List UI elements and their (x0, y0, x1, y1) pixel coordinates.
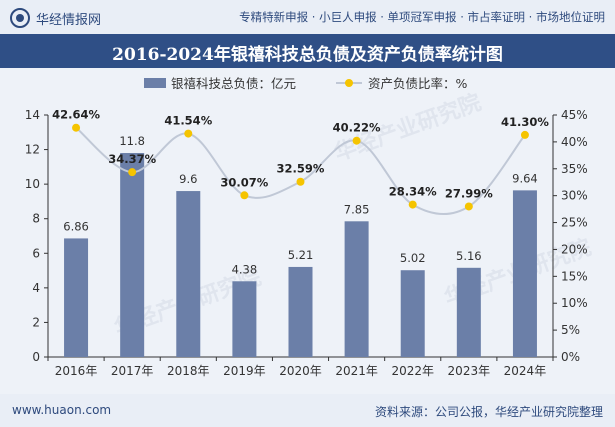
left-tick-label: 4 (32, 281, 40, 295)
right-tick-label: 5% (561, 323, 580, 337)
chart: 0 2 4 6 8 10 12 14 0% 5% 10% 15% 20% 25% 30% 35% 40% 45% 6… (25, 76, 588, 378)
left-tick-label: 14 (25, 108, 40, 122)
right-tick-label: 0% (561, 350, 580, 364)
ratio-point-0 (72, 123, 81, 132)
bar-2 (176, 191, 201, 357)
bar-label-8: 9.64 (512, 171, 538, 185)
ratio-label-8: 41.30% (501, 115, 549, 129)
footer-bar (0, 394, 615, 427)
x-tick-label-3: 2019年 (223, 364, 266, 378)
x-tick-label-1: 2017年 (111, 364, 154, 378)
bar-5 (344, 221, 369, 357)
bar-label-1: 11.8 (119, 134, 145, 148)
bar-label-6: 5.02 (400, 251, 426, 265)
left-tick-label: 10 (25, 177, 40, 191)
ratio-label-4: 32.59% (277, 162, 325, 176)
right-tick-label: 35% (561, 162, 588, 176)
ratio-label-0: 42.64% (52, 108, 100, 122)
top-banner (0, 0, 615, 34)
bar-label-2: 9.6 (179, 172, 197, 186)
website-link[interactable]: www.huaon.com (12, 403, 112, 417)
left-tick-label: 8 (32, 212, 40, 226)
ratio-point-5 (352, 136, 361, 145)
bar-label-4: 5.21 (288, 248, 314, 262)
right-tick-label: 40% (561, 135, 588, 149)
x-tick-label-4: 2020年 (279, 364, 322, 378)
legend-bar-swatch (144, 78, 166, 88)
title-bar (0, 34, 615, 68)
ratio-label-7: 27.99% (445, 186, 493, 200)
bar-label-0: 6.86 (63, 219, 89, 233)
bar-0 (64, 238, 89, 357)
ratio-label-2: 41.54% (164, 114, 212, 128)
ratio-label-6: 28.34% (389, 185, 437, 199)
ratio-label-1: 34.37% (108, 152, 156, 166)
ratio-point-4 (296, 177, 305, 186)
ratio-point-2 (184, 129, 193, 138)
left-tick-label: 12 (25, 143, 40, 157)
bar-1 (120, 153, 145, 357)
x-tick-label-5: 2021年 (335, 364, 378, 378)
legend-bar-label: 银禧科技总负债：亿元 (171, 76, 296, 91)
legend-line-label: 资产负债比率：% (368, 76, 468, 91)
x-tick-label-6: 2022年 (391, 364, 434, 378)
bar-7 (456, 267, 481, 357)
x-tick-label-7: 2023年 (448, 364, 491, 378)
x-tick-label-2: 2018年 (167, 364, 210, 378)
bar-4 (288, 266, 313, 357)
right-tick-label: 15% (561, 269, 588, 283)
legend-line-marker (345, 79, 353, 87)
ratio-point-7 (464, 202, 473, 211)
bar-3 (232, 281, 257, 357)
service-tags: 专精特新申报 · 小巨人申报 · 单项冠军申报 · 市占率证明 · 市场地位证明 (239, 10, 605, 24)
brand-logo-icon (10, 8, 30, 28)
left-tick-label: 2 (32, 315, 40, 329)
bar-label-3: 4.38 (232, 262, 258, 276)
ratio-point-1 (128, 168, 137, 177)
chart-title: 2016-2024年银禧科技总负债及资产负债率统计图 (112, 45, 503, 65)
source-note: 资料来源：公司公报，华经产业研究院整理 (374, 405, 603, 419)
bar-8 (512, 190, 537, 357)
brand-name: 华经情报网 (36, 12, 102, 28)
ratio-point-3 (240, 191, 249, 200)
right-tick-label: 30% (561, 189, 588, 203)
right-tick-label: 10% (561, 296, 588, 310)
bar-label-7: 5.16 (456, 249, 482, 263)
right-tick-label: 45% (561, 108, 588, 122)
ratio-point-6 (408, 200, 417, 209)
ratio-label-3: 30.07% (220, 175, 268, 189)
brand: 华经情报网 (10, 8, 101, 28)
left-tick-label: 6 (32, 246, 40, 260)
x-tick-label-0: 2016年 (55, 364, 98, 378)
right-tick-label: 20% (561, 242, 588, 256)
x-tick-label-8: 2024年 (504, 364, 547, 378)
ratio-label-5: 40.22% (333, 121, 381, 135)
bar-6 (400, 270, 425, 357)
left-tick-label: 0 (32, 350, 40, 364)
right-tick-label: 25% (561, 216, 588, 230)
bar-label-5: 7.85 (344, 202, 370, 216)
ratio-point-8 (520, 130, 529, 139)
